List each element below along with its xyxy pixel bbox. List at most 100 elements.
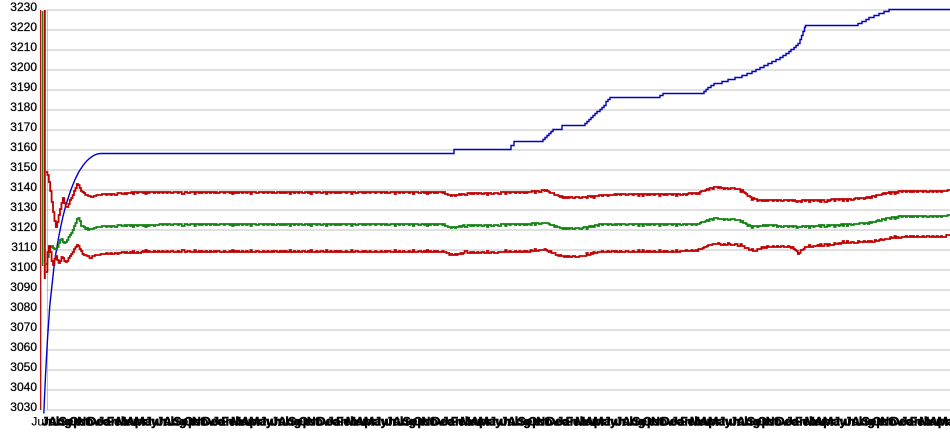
svg-text:Feb: Feb — [336, 415, 357, 429]
svg-text:Mar: Mar — [919, 415, 941, 429]
svg-text:May: May — [479, 415, 503, 429]
svg-text:3170: 3170 — [10, 120, 37, 134]
svg-text:3090: 3090 — [10, 280, 37, 294]
svg-text:Mar: Mar — [690, 415, 712, 429]
svg-text:Mar: Mar — [575, 415, 597, 429]
svg-text:Dec: Dec — [317, 415, 339, 429]
svg-text:Jan: Jan — [327, 415, 348, 429]
svg-text:Jun: Jun — [604, 415, 625, 429]
svg-text:Apr: Apr — [585, 415, 606, 429]
svg-text:Sep: Sep — [403, 415, 425, 429]
svg-text:Sep: Sep — [173, 415, 195, 429]
svg-text:Dec: Dec — [202, 415, 224, 429]
svg-text:Jun: Jun — [31, 415, 50, 429]
svg-text:Jun: Jun — [260, 415, 281, 429]
svg-text:Mar: Mar — [116, 415, 138, 429]
svg-text:Jun: Jun — [719, 415, 740, 429]
svg-text:Sep: Sep — [59, 415, 81, 429]
svg-text:Oct: Oct — [69, 415, 89, 429]
svg-text:3070: 3070 — [10, 320, 37, 334]
svg-text:3200: 3200 — [10, 60, 37, 74]
svg-text:May: May — [593, 415, 617, 429]
svg-text:Oct: Oct — [758, 415, 778, 429]
svg-text:Jun: Jun — [489, 415, 510, 429]
svg-text:3110: 3110 — [11, 240, 37, 254]
svg-text:Nov: Nov — [77, 415, 100, 429]
svg-text:Dec: Dec — [661, 415, 683, 429]
svg-text:Feb: Feb — [795, 415, 816, 429]
svg-text:May: May — [364, 415, 388, 429]
svg-text:Jul: Jul — [42, 415, 59, 429]
svg-text:Nov: Nov — [880, 415, 903, 429]
svg-text:3180: 3180 — [10, 100, 37, 114]
svg-text:Nov: Nov — [536, 415, 559, 429]
svg-text:3120: 3120 — [10, 220, 37, 234]
svg-text:3030: 3030 — [10, 400, 37, 414]
svg-text:Apr: Apr — [126, 415, 147, 429]
svg-text:Jul: Jul — [730, 415, 747, 429]
svg-text:Aug: Aug — [163, 415, 186, 429]
svg-text:May: May — [249, 415, 273, 429]
svg-text:Jan: Jan — [98, 415, 119, 429]
svg-text:3140: 3140 — [10, 180, 37, 194]
svg-text:Apr: Apr — [241, 415, 262, 429]
svg-text:Jul: Jul — [271, 415, 288, 429]
svg-text:Mar: Mar — [461, 415, 483, 429]
svg-text:Apr: Apr — [356, 415, 377, 429]
svg-text:Jan: Jan — [212, 415, 233, 429]
svg-text:3040: 3040 — [10, 380, 37, 394]
svg-text:Oct: Oct — [528, 415, 548, 429]
svg-text:3230: 3230 — [10, 0, 37, 14]
svg-text:Jun: Jun — [145, 415, 166, 429]
svg-text:Mar: Mar — [346, 415, 368, 429]
svg-text:Oct: Oct — [299, 415, 319, 429]
svg-text:Apr: Apr — [815, 415, 836, 429]
svg-text:May: May — [708, 415, 732, 429]
svg-text:Dec: Dec — [776, 415, 798, 429]
svg-text:Nov: Nov — [422, 415, 445, 429]
svg-text:Apr: Apr — [470, 415, 491, 429]
svg-text:May: May — [938, 415, 950, 429]
svg-text:Apr: Apr — [700, 415, 721, 429]
svg-text:Aug: Aug — [278, 415, 301, 429]
svg-text:Aug: Aug — [393, 415, 416, 429]
svg-text:3050: 3050 — [10, 360, 37, 374]
svg-text:Sep: Sep — [862, 415, 884, 429]
svg-text:3220: 3220 — [10, 20, 37, 34]
svg-text:Nov: Nov — [307, 415, 330, 429]
svg-text:Sep: Sep — [288, 415, 310, 429]
svg-text:Jun: Jun — [833, 415, 854, 429]
svg-text:3130: 3130 — [10, 200, 37, 214]
svg-text:Oct: Oct — [413, 415, 433, 429]
svg-text:Dec: Dec — [431, 415, 453, 429]
svg-text:Mar: Mar — [805, 415, 827, 429]
svg-text:Sep: Sep — [747, 415, 769, 429]
svg-text:Jul: Jul — [157, 415, 174, 429]
svg-text:Oct: Oct — [184, 415, 204, 429]
svg-text:Nov: Nov — [192, 415, 215, 429]
svg-text:Sep: Sep — [632, 415, 654, 429]
svg-text:Feb: Feb — [222, 415, 243, 429]
svg-text:Jun: Jun — [375, 415, 396, 429]
svg-text:3080: 3080 — [10, 300, 37, 314]
svg-text:Jan: Jan — [671, 415, 692, 429]
svg-text:Feb: Feb — [566, 415, 587, 429]
svg-text:Feb: Feb — [680, 415, 701, 429]
svg-text:May: May — [135, 415, 159, 429]
svg-text:May: May — [823, 415, 847, 429]
svg-text:Feb: Feb — [910, 415, 931, 429]
svg-text:Jan: Jan — [556, 415, 577, 429]
svg-text:Dec: Dec — [890, 415, 912, 429]
svg-text:Jul: Jul — [386, 415, 403, 429]
svg-text:Apr: Apr — [929, 415, 950, 429]
svg-text:Aug: Aug — [852, 415, 875, 429]
svg-text:Sep: Sep — [518, 415, 540, 429]
svg-text:Jul: Jul — [616, 415, 633, 429]
svg-text:Jan: Jan — [901, 415, 922, 429]
svg-text:Aug: Aug — [48, 415, 71, 429]
svg-text:3150: 3150 — [10, 160, 37, 174]
svg-text:Aug: Aug — [737, 415, 760, 429]
svg-text:Aug: Aug — [622, 415, 645, 429]
svg-text:Jan: Jan — [786, 415, 807, 429]
svg-text:Jul: Jul — [845, 415, 862, 429]
